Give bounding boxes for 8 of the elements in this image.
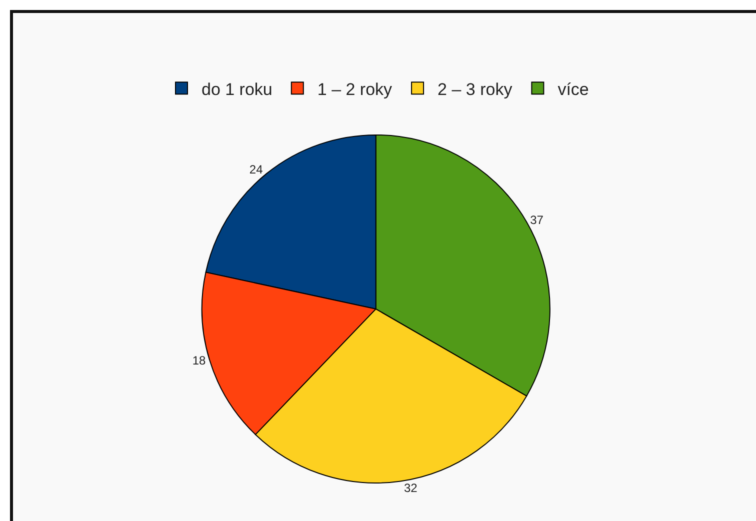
legend-label: do 1 roku: [202, 80, 272, 99]
data-label: 37: [530, 213, 544, 228]
legend-label: více: [558, 80, 589, 99]
data-label: 24: [249, 162, 264, 176]
data-label: 32: [404, 481, 418, 496]
legend-label: 1 – 2 roky: [317, 80, 393, 99]
data-label: 18: [192, 354, 206, 368]
legend-label: 2 – 3 roky: [438, 80, 513, 99]
